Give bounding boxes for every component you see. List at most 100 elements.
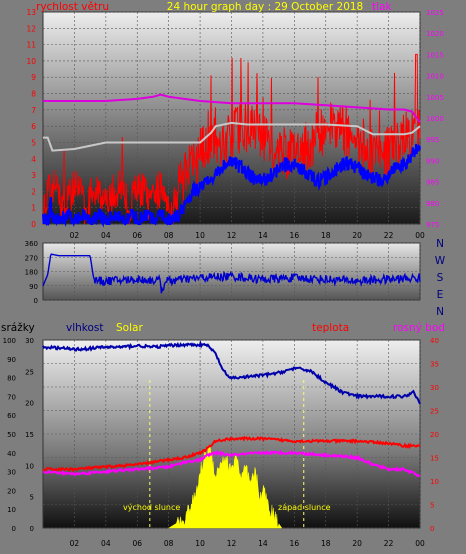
wind-speed-tick-label: 6	[31, 122, 36, 131]
wind-speed-tick-label: 0	[31, 220, 36, 229]
humidity-tick-label: 10	[25, 462, 34, 470]
compass-label: N	[436, 238, 444, 250]
time-tick-label: 10	[195, 231, 205, 240]
temperature-tick-label: 30	[430, 384, 439, 392]
rain-tick-label: 50	[7, 431, 16, 439]
pressure-tick-label: 1005	[426, 94, 444, 102]
direction-tick-label: 90	[29, 283, 38, 291]
time-tick-label: 12	[227, 231, 237, 240]
rain-tick-label: 30	[7, 469, 16, 477]
rain-tick-label: 20	[7, 487, 16, 495]
wind-pressure-series	[42, 53, 421, 228]
time-tick-label: 14	[258, 539, 268, 548]
pressure-tick-label: 980	[426, 200, 439, 208]
temperature-tick-label: 25	[430, 408, 439, 416]
time-tick-label: 16	[290, 539, 300, 548]
temperature-line	[42, 435, 421, 473]
time-tick-label: 04	[101, 539, 111, 548]
wind-speed-tick-label: 1	[31, 204, 36, 213]
compass-label: N	[436, 306, 444, 318]
wind-speed-axis-label: rychlost větru	[36, 1, 109, 13]
pressure-axis-label: tlak	[372, 1, 392, 13]
direction-tick-label: 0	[34, 297, 38, 305]
pressure-line	[43, 93, 421, 123]
chart-title: 24 hour graph day : 29 October 2018	[167, 1, 363, 13]
time-tick-label: 22	[384, 539, 394, 548]
pressure-tick-label: 1000	[426, 115, 444, 123]
rain-tick-label: 0	[12, 525, 16, 533]
time-tick-label: 06	[132, 231, 142, 240]
wind-pressure-solid-series	[43, 121, 421, 152]
sunrise-annotation: východ slunce	[123, 503, 180, 512]
compass-label: S	[437, 272, 444, 284]
solar-area	[167, 445, 283, 529]
humidity-tick-label: 25	[25, 368, 34, 376]
wind-speed-tick-label: 10	[26, 57, 36, 66]
time-tick-label: 20	[352, 231, 362, 240]
time-tick-label: 02	[70, 231, 80, 240]
temperature-axis-label: teplota	[312, 322, 349, 334]
rain-tick-label: 70	[7, 393, 16, 401]
pressure-tick-label: 995	[426, 136, 439, 144]
dew-point-line	[42, 449, 421, 478]
temperature-tick-label: 0	[430, 525, 434, 533]
wind-direction-series	[42, 253, 421, 294]
wind-speed-tick-label: 13	[26, 8, 36, 17]
average-gust-line	[43, 121, 421, 152]
pressure-tick-label: 975	[426, 221, 439, 229]
time-tick-label: 20	[352, 539, 362, 548]
climate-ticks: 0510152025303540010203040506070809010005…	[3, 337, 439, 548]
time-tick-label: 00	[415, 231, 425, 240]
rain-tick-label: 40	[7, 450, 16, 458]
wind-speed-tick-label: 8	[31, 90, 36, 99]
wind-speed-line	[42, 143, 421, 228]
wind-speed-tick-label: 3	[31, 171, 36, 180]
temperature-tick-label: 15	[430, 455, 439, 463]
rain-axis-label: srážky	[1, 322, 35, 334]
wind-speed-tick-label: 4	[31, 155, 36, 164]
time-tick-label: 12	[227, 539, 237, 548]
time-tick-label: 22	[384, 231, 394, 240]
direction-tick-label: 270	[25, 254, 38, 262]
time-tick-label: 04	[101, 231, 111, 240]
dew-point-axis-label: rosný bod	[393, 322, 445, 334]
time-tick-label: 14	[258, 231, 268, 240]
time-tick-label: 06	[132, 539, 142, 548]
humidity-line	[42, 340, 421, 405]
pressure-tick-label: 1015	[426, 51, 444, 59]
solar-axis-label: Solar	[116, 322, 143, 334]
wind-speed-tick-label: 11	[26, 41, 36, 50]
time-tick-label: 08	[164, 231, 174, 240]
temperature-tick-label: 10	[430, 478, 439, 486]
rain-tick-label: 60	[7, 412, 16, 420]
wind-speed-tick-label: 12	[26, 24, 36, 33]
wind-direction-grid	[43, 242, 421, 301]
climate-series	[42, 340, 421, 529]
humidity-tick-label: 15	[25, 431, 34, 439]
humidity-tick-label: 0	[30, 525, 34, 533]
pressure-tick-label: 1025	[426, 9, 444, 17]
rain-tick-label: 90	[7, 356, 16, 364]
wind-speed-tick-label: 5	[31, 138, 36, 147]
pressure-tick-label: 985	[426, 179, 439, 187]
time-tick-label: 16	[290, 231, 300, 240]
wind-speed-tick-label: 9	[31, 73, 36, 82]
time-tick-label: 08	[164, 539, 174, 548]
pressure-tick-label: 1010	[426, 73, 444, 81]
time-tick-label: 10	[195, 539, 205, 548]
compass-label: W	[435, 255, 446, 267]
time-tick-label: 02	[70, 539, 80, 548]
humidity-tick-label: 5	[30, 494, 34, 502]
temperature-tick-label: 20	[430, 431, 439, 439]
time-tick-label: 00	[415, 539, 425, 548]
humidity-axis-label: vlhkost	[66, 322, 104, 334]
temperature-tick-label: 35	[430, 361, 439, 369]
temperature-tick-label: 40	[430, 337, 439, 345]
pressure-tick-label: 1020	[426, 30, 444, 38]
rain-tick-label: 100	[3, 337, 16, 345]
direction-tick-label: 360	[25, 240, 38, 248]
direction-tick-label: 180	[25, 269, 38, 277]
wind-gust-line	[43, 53, 421, 225]
